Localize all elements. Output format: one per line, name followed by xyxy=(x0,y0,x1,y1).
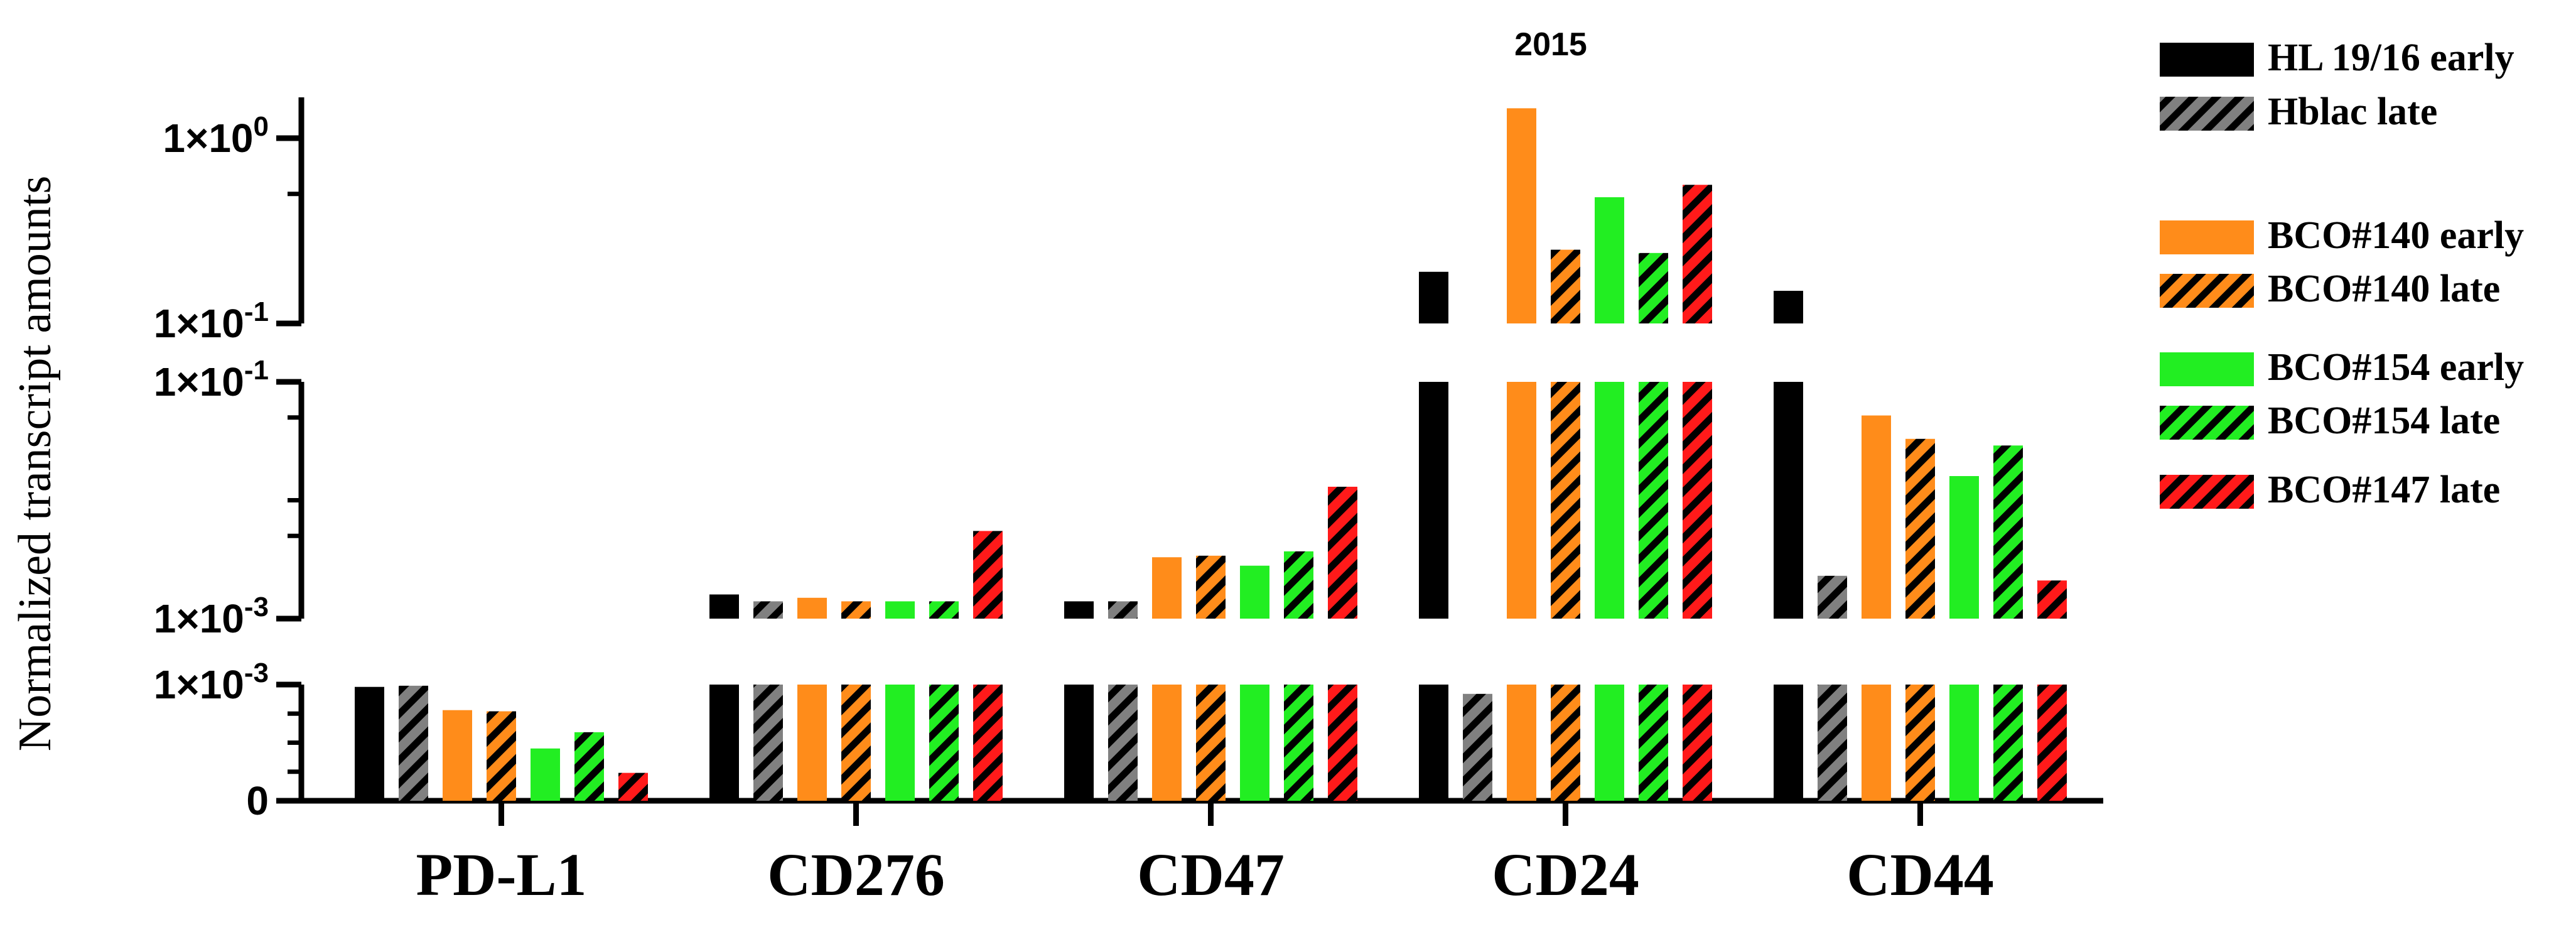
bar xyxy=(1419,382,1448,619)
bar xyxy=(1683,382,1712,619)
bar xyxy=(929,685,959,801)
bar xyxy=(1240,565,1269,619)
legend-label: BCO#154 early xyxy=(2268,346,2524,389)
y-tick-label: 0 xyxy=(246,778,269,823)
bar xyxy=(2037,580,2067,619)
y-tick-label: 1×100 xyxy=(163,111,269,161)
bar xyxy=(1328,685,1357,801)
bar xyxy=(618,772,648,801)
bar xyxy=(531,748,560,801)
bar xyxy=(1639,685,1668,801)
x-tick-label: CD47 xyxy=(1137,841,1285,908)
bar xyxy=(1551,685,1580,801)
bar xyxy=(1152,685,1182,801)
legend-label: BCO#140 late xyxy=(2268,268,2500,310)
bar xyxy=(2037,685,2067,801)
bar xyxy=(841,685,871,801)
bar xyxy=(1108,601,1138,619)
bar xyxy=(709,685,739,801)
bar xyxy=(1196,555,1226,619)
bar xyxy=(1064,685,1094,801)
chart-title: 2015 xyxy=(1514,26,1587,63)
x-tick-label: PD-L1 xyxy=(416,841,587,908)
bar xyxy=(885,601,915,619)
legend-swatch xyxy=(2160,43,2254,77)
bar xyxy=(1683,185,1712,323)
bar xyxy=(797,597,827,619)
bar xyxy=(709,594,739,619)
bar xyxy=(753,601,783,619)
bar xyxy=(1774,685,1803,801)
bar xyxy=(487,711,516,801)
bar xyxy=(1328,487,1357,619)
bar xyxy=(1507,108,1536,324)
bar xyxy=(1905,438,1935,619)
bar xyxy=(973,531,1003,619)
bar xyxy=(1196,685,1226,801)
x-tick-label: CD276 xyxy=(767,841,945,908)
legend-label: BCO#154 late xyxy=(2268,399,2500,442)
bar xyxy=(355,686,384,801)
legend-label: BCO#140 early xyxy=(2268,214,2524,257)
bar xyxy=(1993,445,2023,619)
legend-swatch xyxy=(2160,220,2254,254)
legend-swatch xyxy=(2160,475,2254,509)
bar xyxy=(797,685,827,801)
x-tick-label: CD24 xyxy=(1492,841,1639,908)
bar xyxy=(1551,249,1580,323)
bar xyxy=(1240,685,1269,801)
bar xyxy=(753,685,783,801)
bar xyxy=(1463,693,1492,801)
legend-swatch xyxy=(2160,352,2254,386)
y-tick-label: 1×10-3 xyxy=(154,592,269,641)
bar xyxy=(1507,685,1536,801)
bar xyxy=(1949,685,1979,801)
bar xyxy=(1152,557,1182,619)
bar xyxy=(1949,476,1979,619)
bar xyxy=(1419,271,1448,323)
bar xyxy=(1683,685,1712,801)
legend-swatch xyxy=(2160,406,2254,440)
bar xyxy=(443,710,472,801)
bar xyxy=(1639,252,1668,323)
legend-label: BCO#147 late xyxy=(2268,469,2500,511)
bar xyxy=(1595,382,1624,619)
legend-swatch xyxy=(2160,274,2254,308)
x-tick-label: CD44 xyxy=(1846,841,1994,908)
bar xyxy=(1774,382,1803,619)
bar xyxy=(1419,685,1448,801)
bar xyxy=(1905,685,1935,801)
bar xyxy=(1862,685,1891,801)
bar xyxy=(1818,575,1847,619)
bar xyxy=(1639,382,1668,619)
y-tick-label: 1×10-1 xyxy=(154,296,269,346)
bar xyxy=(399,685,428,801)
bar xyxy=(574,732,604,801)
bar xyxy=(1551,382,1580,619)
bar xyxy=(841,601,871,619)
bar xyxy=(1284,685,1313,801)
bar xyxy=(929,601,959,619)
legend-label: HL 19/16 early xyxy=(2268,36,2514,79)
bar xyxy=(1108,685,1138,801)
bar xyxy=(1507,382,1536,619)
bar xyxy=(1862,415,1891,619)
legend-label: Hblac late xyxy=(2268,90,2437,133)
bar xyxy=(1595,197,1624,323)
bar xyxy=(1284,551,1313,619)
y-tick-label: 1×10-3 xyxy=(154,658,269,707)
bar xyxy=(1993,685,2023,801)
bar xyxy=(1818,685,1847,801)
y-axis-title: Normalized transcript amounts xyxy=(9,176,61,752)
y-tick-label: 1×10-1 xyxy=(154,355,269,404)
bar xyxy=(885,685,915,801)
bar xyxy=(973,685,1003,801)
legend-swatch xyxy=(2160,97,2254,131)
bar xyxy=(1595,685,1624,801)
bar xyxy=(1064,601,1094,619)
bar xyxy=(1774,291,1803,323)
